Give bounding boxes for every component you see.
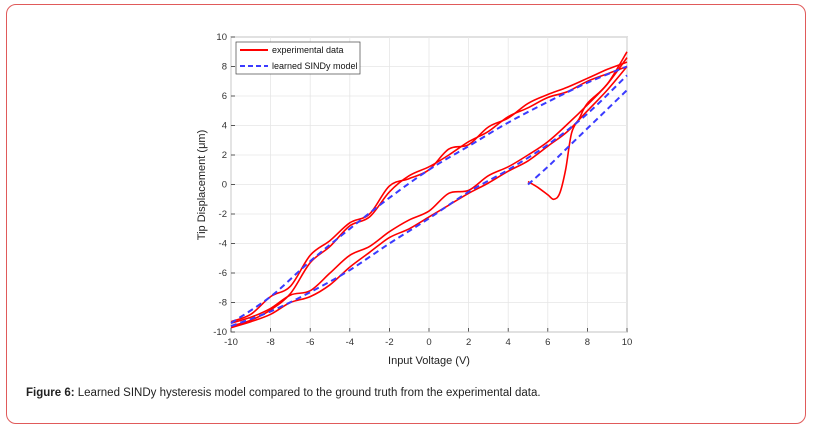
figure-caption: Figure 6: Learned SINDy hysteresis model…: [26, 386, 796, 401]
y-tick-label: 2: [222, 150, 227, 161]
x-tick-label: 4: [506, 337, 511, 348]
caption-text: Learned SINDy hysteresis model compared …: [74, 387, 541, 399]
series-lines: [230, 51, 628, 329]
y-tick-label: -2: [219, 209, 227, 220]
y-axis-label: Tip Displacement (μm): [196, 130, 208, 240]
y-tick-label: 10: [216, 32, 227, 43]
grid-lines: [230, 36, 628, 333]
x-tick-label: 8: [585, 337, 590, 348]
x-tick-label: 0: [426, 337, 431, 348]
x-axis-label: Input Voltage (V): [388, 355, 470, 367]
sindy-model-line: [230, 65, 628, 324]
y-tick-label: -10: [213, 327, 227, 338]
y-tick-label: -8: [219, 298, 227, 309]
x-tick-label: 2: [466, 337, 471, 348]
x-tick-label: -2: [385, 337, 393, 348]
x-tick-label: 6: [545, 337, 550, 348]
experimental-data-line: [527, 51, 628, 201]
x-tick-label: -6: [306, 337, 314, 348]
legend-label-sindy: learned SINDy model: [272, 61, 358, 71]
caption-label: Figure 6:: [26, 387, 75, 399]
y-tick-label: 0: [222, 180, 227, 191]
x-tick-label: -4: [346, 337, 354, 348]
x-tick-label: 10: [622, 337, 633, 348]
sindy-model-line: [230, 74, 628, 328]
sindy-model-line: [527, 89, 628, 186]
y-tick-label: -4: [219, 239, 227, 250]
legend-box: [235, 41, 361, 75]
experimental-data-line: [230, 57, 628, 324]
tick-labels: -10 -8 -6 -4 -2 0 2 4 6 8 10 -10 -8 -6 -4 -2 0 2 4 6 8 10: [213, 32, 632, 348]
y-tick-label: 4: [222, 121, 227, 132]
x-tick-label: -8: [266, 337, 274, 348]
legend: experimental data learned SINDy model: [235, 41, 361, 75]
y-tick-label: -6: [219, 268, 227, 279]
hysteresis-chart: -10 -8 -6 -4 -2 0 2 4 6 8 10 -10 -8 -6 -4 -2 0 2 4 6 8 10 Inp…: [196, 32, 632, 367]
y-tick-label: 8: [222, 62, 227, 73]
legend-label-experimental: experimental data: [272, 45, 344, 55]
experimental-data-line: [230, 65, 628, 327]
y-tick-label: 6: [222, 91, 227, 102]
x-tick-label: -10: [224, 337, 238, 348]
experimental-data-line: [230, 65, 628, 329]
